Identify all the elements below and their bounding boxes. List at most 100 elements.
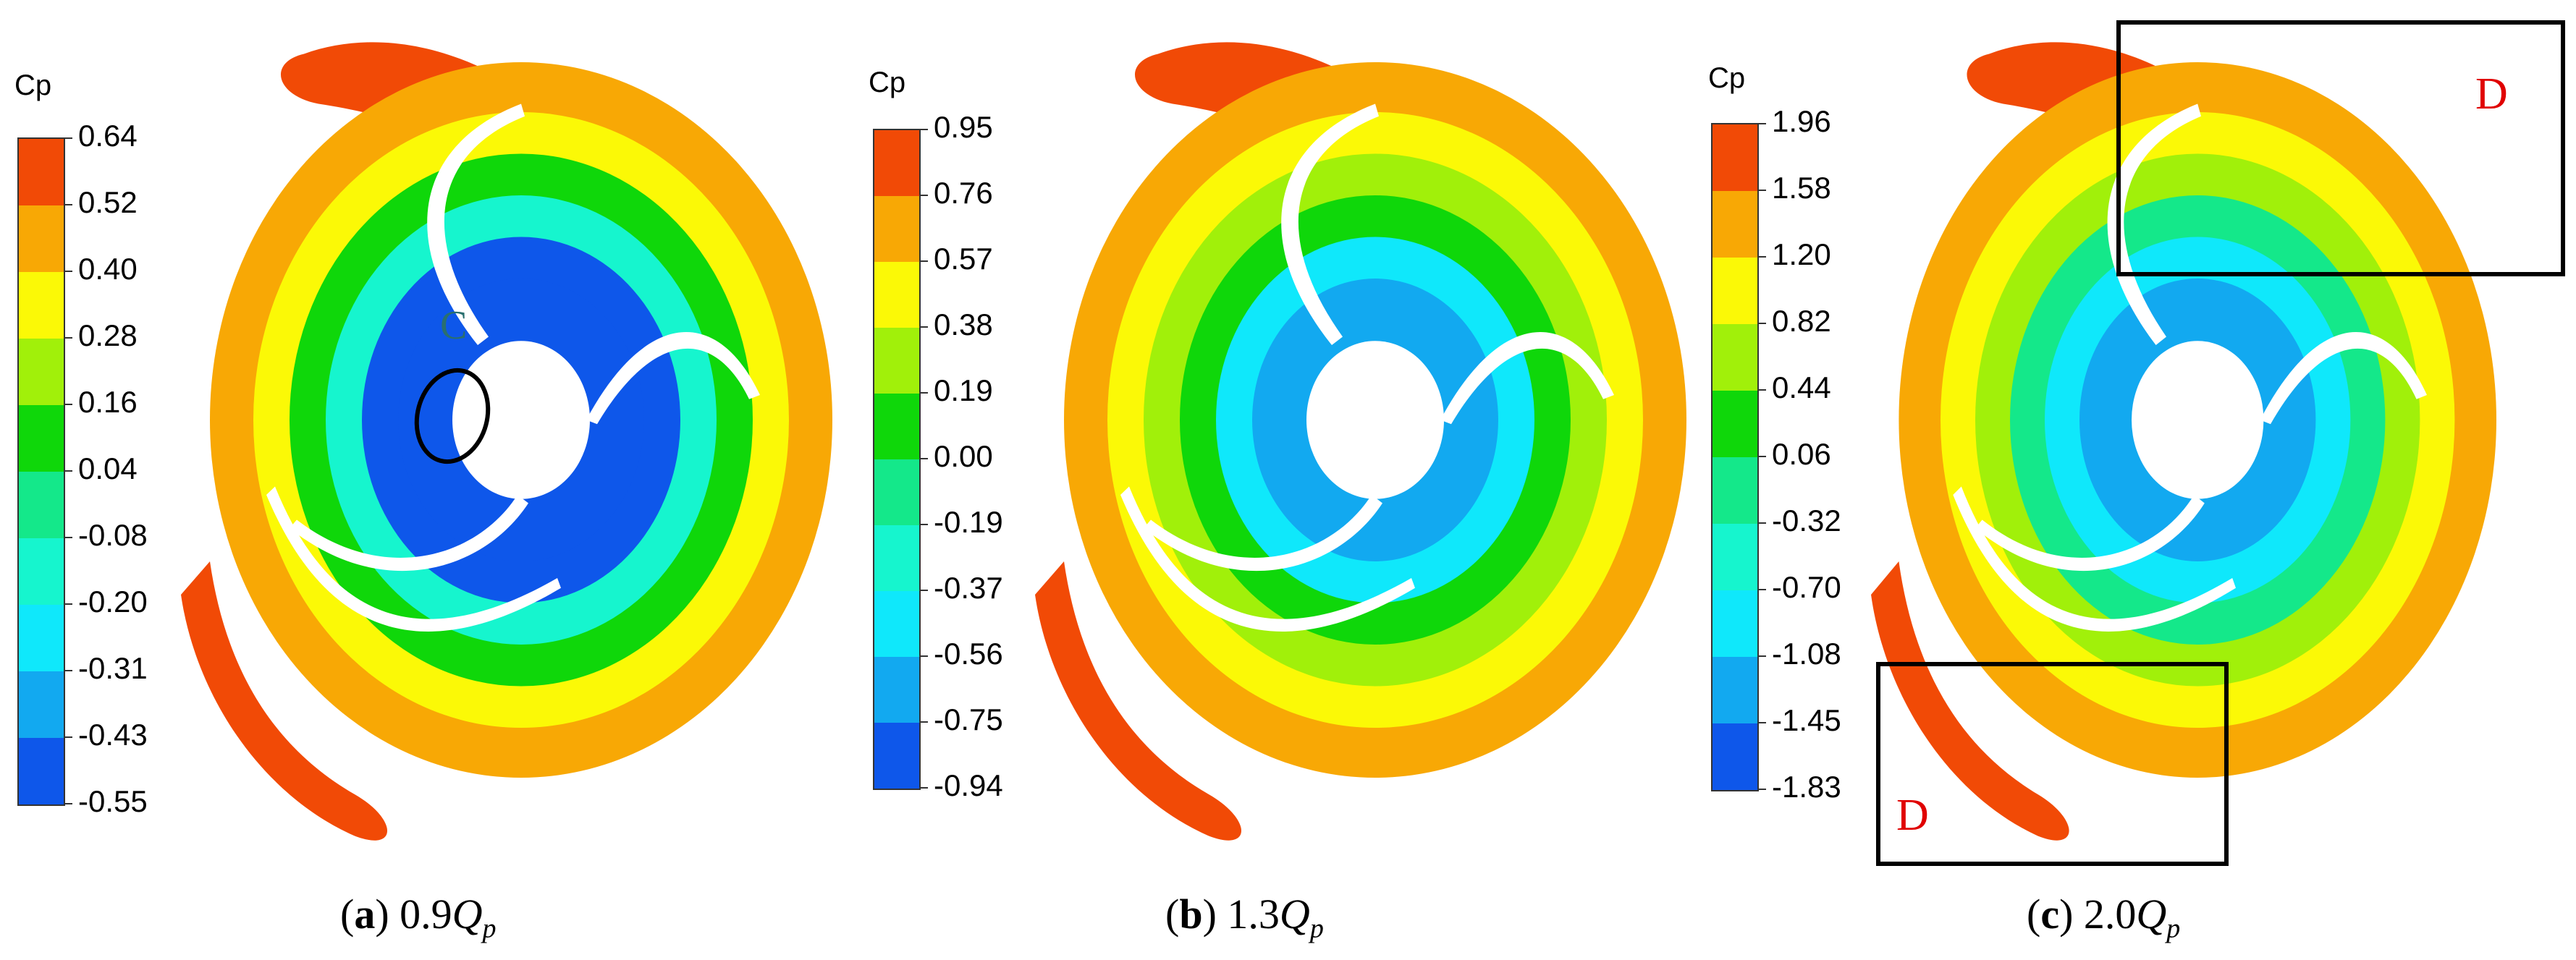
caption-c-value: 2.0	[2083, 891, 2137, 938]
colorbar-tick-mark	[65, 537, 72, 538]
annotation-c: C	[440, 303, 468, 348]
caption-b: (b) 1.3Qp	[1165, 891, 1324, 944]
caption-a-sub: p	[482, 913, 497, 944]
colorbar-tick-mark	[1759, 456, 1766, 457]
colorbar-tick-label: 0.76	[934, 176, 993, 210]
colorbar-band	[1713, 324, 1757, 391]
colorbar-tick-mark	[921, 392, 928, 394]
colorbar-tick-label: 1.20	[1772, 237, 1831, 271]
colorbar-band	[19, 538, 64, 605]
caption-c: (c) 2.0Qp	[2027, 891, 2181, 944]
caption-a-value: 0.9	[400, 891, 452, 938]
caption-c-var: Q	[2136, 891, 2167, 938]
colorbar-band	[1713, 391, 1757, 457]
colorbar-tick-mark	[1759, 522, 1766, 524]
colorbar-band	[19, 472, 64, 538]
colorbar-tick-mark	[65, 337, 72, 339]
highlight-box-bottom	[1876, 662, 2229, 866]
colorbar-tick-label: -1.08	[1772, 637, 1841, 671]
impeller-blade	[1975, 495, 2205, 572]
colorbar-tick-label: 0.44	[1772, 370, 1831, 404]
colorbar-tick-label: -0.70	[1772, 570, 1841, 604]
impeller-blade	[1440, 332, 1614, 425]
colorbar-tick-mark	[921, 524, 928, 525]
impeller-blade	[266, 486, 561, 632]
impeller-blade	[1281, 103, 1379, 345]
impeller-blade	[1144, 495, 1382, 572]
caption-b-sub: p	[1309, 913, 1324, 944]
colorbar-tick-label: 0.52	[78, 185, 138, 219]
annotation-d-bottom: D	[1896, 791, 1929, 840]
caption-c-letter: c	[2040, 891, 2060, 938]
impeller-hub	[452, 341, 590, 499]
colorbar-tick-mark	[921, 260, 928, 262]
colorbar-tick-label: -0.75	[934, 702, 1003, 736]
colorbar-tick-label: 0.28	[78, 318, 138, 352]
colorbar-tick-mark	[1759, 722, 1766, 723]
colorbar-band	[874, 262, 919, 328]
annotation-c-ellipse	[414, 368, 491, 464]
colorbar-tick-label: 0.04	[78, 451, 138, 485]
colorbar-tick-label: 0.19	[934, 373, 993, 407]
panel-a: Cp 0.64 0.52 0.40 0.28 0.16 0.04 -0.08 -0.20 -0.…	[0, 0, 861, 960]
colorbar-band	[1713, 191, 1757, 258]
colorbar-tick-label: -0.94	[934, 768, 1003, 802]
colorbar-tick-mark	[921, 655, 928, 657]
colorbar-tick-label: 0.64	[78, 119, 138, 153]
colorbar-tick-label: -0.32	[1772, 504, 1841, 538]
colorbar-band	[1713, 124, 1757, 191]
colorbar-tick-label: 0.82	[1772, 304, 1831, 338]
colorbar-tick-mark	[1759, 323, 1766, 324]
pressure-contour-a	[181, 42, 832, 841]
colorbar-tick-label: -0.20	[78, 585, 148, 619]
colorbar-tick-label: 0.95	[934, 110, 993, 144]
colorbar-band	[874, 459, 919, 525]
impeller-hub	[2132, 341, 2264, 499]
colorbar-band	[874, 525, 919, 591]
colorbar-tick-mark	[1759, 190, 1766, 191]
colorbar-tick-label: -0.37	[934, 571, 1003, 605]
colorbar-tick-label: -0.56	[934, 637, 1003, 671]
colorbar-band	[19, 339, 64, 405]
colorbar-tick-label: -1.83	[1772, 770, 1841, 804]
impeller-blade	[2260, 332, 2427, 425]
colorbar-tick-mark	[921, 721, 928, 723]
colorbar-band	[874, 328, 919, 394]
colorbar-tick-mark	[1759, 589, 1766, 590]
volute-lower	[181, 561, 387, 841]
caption-a: (a) 0.9Qp	[340, 891, 497, 944]
colorbar-tick-label: 1.58	[1772, 171, 1831, 205]
colorbar-band	[1713, 590, 1757, 657]
annotation-d-top: D	[2475, 69, 2508, 119]
colorbar-tick-mark	[65, 137, 72, 139]
colorbar-tick-mark	[65, 803, 72, 804]
colorbar-title-b: Cp	[869, 67, 906, 98]
panel-b: Cp 0.95 0.76 0.57 0.38 0.19 0.00 -0.19 -0.37 -0.…	[847, 0, 1708, 960]
colorbar-tick-mark	[65, 470, 72, 472]
caption-b-var: Q	[1279, 891, 1310, 938]
colorbar-band	[874, 591, 919, 657]
colorbar-tick-mark	[921, 129, 928, 130]
colorbar-band	[19, 605, 64, 671]
impeller-blade	[2107, 103, 2201, 345]
colorbar-tick-mark	[65, 271, 72, 272]
caption-b-letter: b	[1179, 891, 1203, 938]
colorbar-tick-mark	[921, 787, 928, 789]
colorbar-band	[1713, 457, 1757, 524]
colorbar-band	[874, 130, 919, 196]
colorbar-tick-mark	[65, 404, 72, 405]
pressure-contour-c	[1871, 42, 2496, 841]
highlight-box-top	[2116, 20, 2565, 276]
colorbar-tick-mark	[921, 195, 928, 196]
colorbar-tick-label: -0.19	[934, 505, 1003, 539]
colorbar-tick-mark	[921, 590, 928, 591]
colorbar-band	[19, 405, 64, 472]
caption-c-sub: p	[2166, 913, 2181, 944]
caption-a-letter: a	[354, 891, 376, 938]
colorbar-c	[1711, 123, 1759, 791]
volute-lower	[1871, 561, 2069, 841]
caption-b-value: 1.3	[1227, 891, 1280, 938]
volute-lower	[1035, 561, 1241, 841]
colorbar-band	[19, 671, 64, 738]
